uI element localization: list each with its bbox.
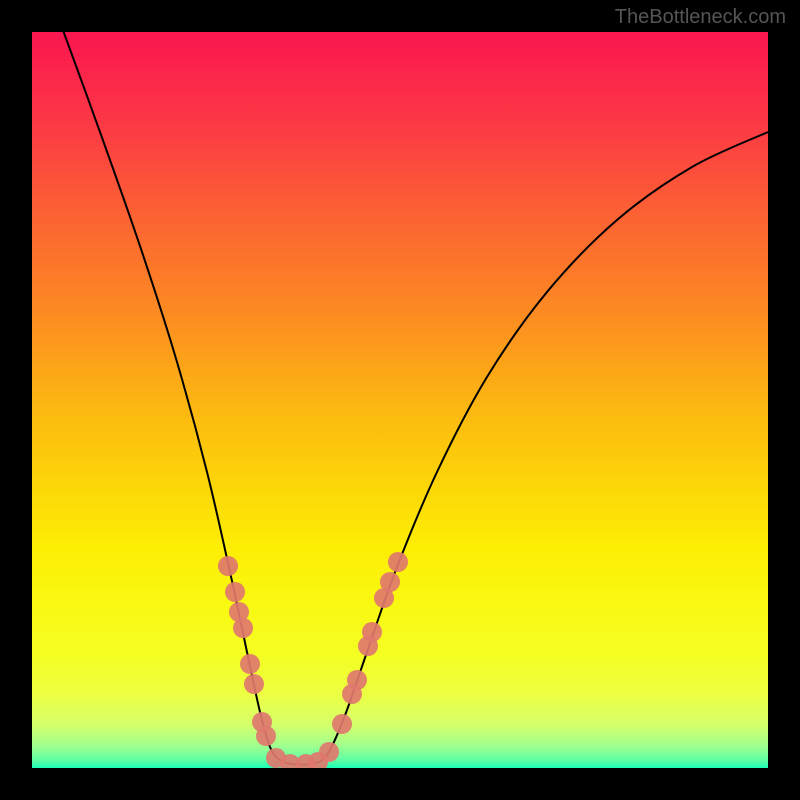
bottleneck-curve [32,32,768,768]
data-marker [225,582,245,602]
data-marker [332,714,352,734]
v-curve-path [60,32,768,765]
chart-frame: TheBottleneck.com [0,0,800,800]
data-marker [319,742,339,762]
data-marker [388,552,408,572]
data-markers [218,552,408,768]
data-marker [244,674,264,694]
watermark-text: TheBottleneck.com [615,6,786,29]
data-marker [240,654,260,674]
data-marker [218,556,238,576]
data-marker [256,726,276,746]
data-marker [347,670,367,690]
data-marker [380,572,400,592]
plot-area [32,32,768,768]
data-marker [233,618,253,638]
data-marker [362,622,382,642]
